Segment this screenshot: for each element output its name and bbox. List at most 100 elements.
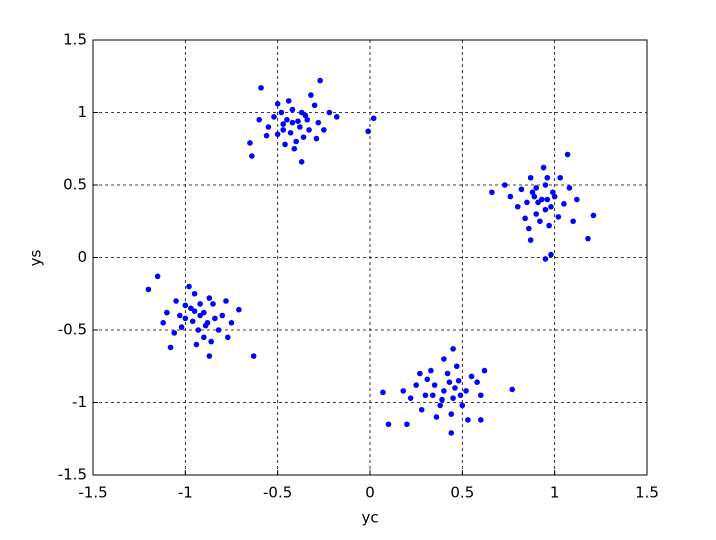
point: [550, 189, 556, 196]
point: [574, 196, 580, 203]
point: [566, 185, 573, 191]
point: [444, 370, 451, 377]
plot-frame: [92, 39, 648, 476]
point: [225, 334, 231, 341]
point: [448, 411, 455, 417]
point: [167, 344, 174, 351]
point: [258, 85, 264, 91]
y-tick-label: -0.5: [58, 321, 87, 339]
point: [304, 116, 311, 123]
point: [212, 315, 218, 322]
point: [278, 109, 285, 116]
point: [542, 256, 549, 262]
point: [274, 131, 281, 138]
point: [182, 302, 189, 309]
point: [313, 135, 320, 142]
x-tick-label: 0: [365, 484, 375, 502]
point: [145, 286, 152, 293]
point: [263, 132, 270, 139]
point: [289, 106, 296, 113]
point: [529, 189, 536, 196]
point: [321, 127, 327, 133]
point: [206, 295, 213, 301]
x-tick-label: 0.5: [450, 484, 474, 502]
point: [439, 396, 445, 403]
point: [478, 417, 484, 423]
x-tick-label: 1: [550, 484, 560, 502]
point: [333, 114, 340, 120]
point: [195, 327, 202, 333]
point: [280, 127, 287, 133]
point: [160, 319, 166, 326]
point: [489, 189, 495, 196]
point: [533, 185, 539, 191]
x-tick-label: -1: [178, 484, 193, 502]
point: [208, 338, 214, 345]
point: [478, 392, 484, 399]
point: [236, 306, 242, 313]
point: [441, 356, 447, 362]
point: [433, 414, 440, 420]
x-tick-label: -1.5: [78, 484, 107, 502]
x-axis-label: yc: [361, 509, 378, 527]
point: [450, 346, 456, 352]
point: [527, 174, 534, 181]
point: [223, 298, 229, 304]
point: [265, 124, 272, 130]
x-tick-label: 1.5: [635, 484, 659, 502]
point: [404, 421, 410, 428]
point: [542, 182, 549, 188]
point: [448, 430, 455, 436]
point: [564, 151, 571, 158]
point: [555, 214, 562, 220]
point: [311, 102, 318, 109]
point: [400, 388, 407, 394]
y-tick-label: 1.5: [63, 31, 87, 49]
point: [453, 363, 460, 370]
point: [291, 145, 298, 152]
point: [509, 386, 515, 393]
point: [531, 193, 538, 200]
point: [293, 138, 299, 145]
point: [429, 392, 436, 399]
point: [189, 318, 196, 325]
point: [285, 98, 292, 104]
point: [557, 174, 564, 181]
point: [418, 406, 425, 413]
point: [474, 379, 480, 386]
point: [228, 319, 235, 326]
y-tick-label: 0: [77, 248, 87, 266]
point: [380, 389, 386, 396]
point: [298, 109, 305, 116]
point: [590, 212, 597, 219]
point: [441, 388, 447, 394]
point: [171, 330, 178, 336]
point: [289, 119, 296, 126]
point: [370, 115, 377, 122]
point: [173, 298, 179, 304]
point: [407, 395, 414, 401]
point: [247, 140, 253, 146]
y-tick-label: -1: [72, 393, 87, 411]
point: [295, 118, 301, 124]
point: [256, 116, 263, 123]
point: [201, 334, 207, 341]
point: [308, 92, 314, 98]
point: [284, 116, 290, 123]
point: [527, 237, 534, 243]
y-tick-label: 1: [77, 103, 87, 121]
point: [465, 417, 471, 423]
point: [282, 141, 288, 148]
point: [191, 290, 198, 297]
point: [206, 353, 213, 359]
point: [202, 322, 209, 329]
y-axis-label: ys: [27, 249, 45, 266]
point: [385, 421, 392, 428]
point: [452, 385, 458, 391]
point: [551, 193, 558, 200]
point: [537, 218, 543, 225]
point: [522, 215, 528, 222]
point: [176, 312, 183, 319]
point: [315, 119, 322, 126]
